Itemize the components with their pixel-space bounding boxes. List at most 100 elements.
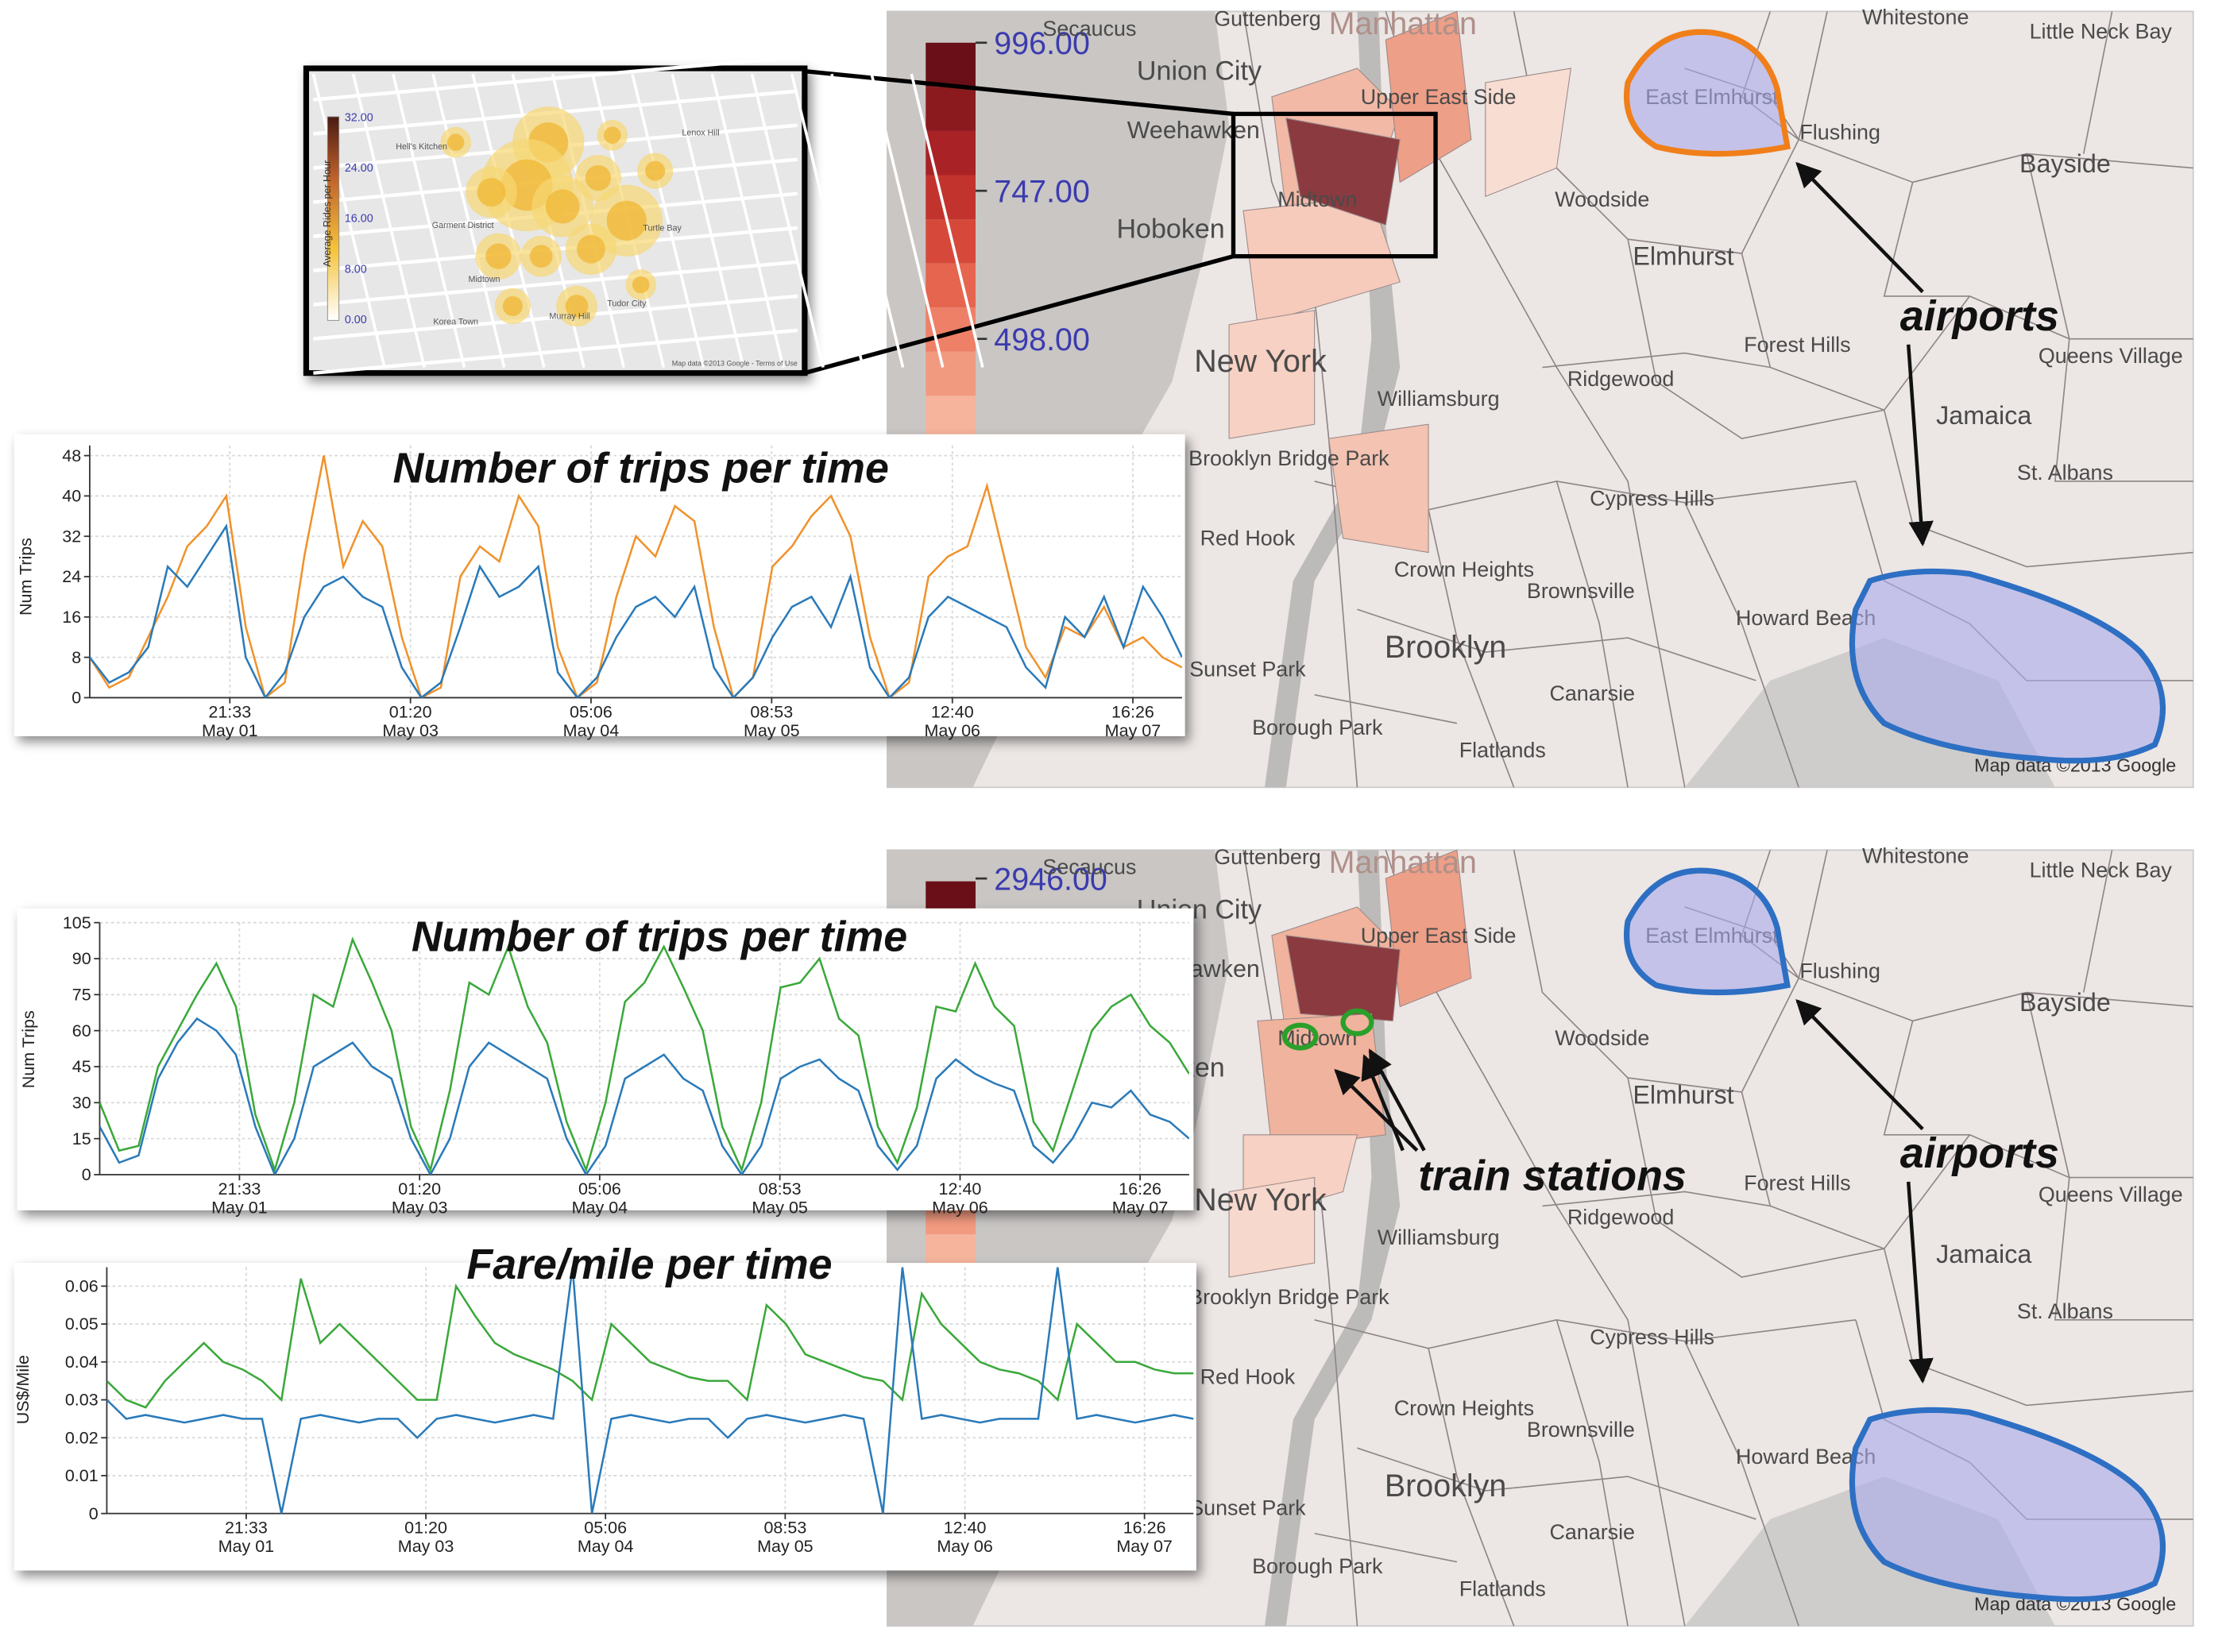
choropleth-region	[1385, 10, 1472, 183]
place-label: Manhattan	[1329, 845, 1477, 880]
heat-blob	[604, 126, 621, 145]
y-tick-label: 16	[62, 608, 81, 627]
data-line	[89, 523, 1182, 698]
x-tick-label: 08:53 May 05	[752, 1179, 808, 1218]
chart-title: Number of trips per time	[393, 445, 889, 492]
y-tick-label: 45	[72, 1057, 91, 1076]
street	[910, 73, 984, 368]
y-tick-label: 15	[72, 1129, 91, 1148]
choropleth-region	[1228, 1176, 1316, 1278]
street	[392, 73, 466, 368]
y-tick-label: 0.03	[65, 1391, 99, 1410]
inset-place: Midtown	[469, 275, 500, 284]
border	[1542, 1191, 1771, 1207]
y-tick-label: 105	[63, 913, 91, 932]
x-tick-label: 16:26 May 07	[1111, 1179, 1169, 1218]
inset-credit: Map data ©2013 Google - Terms of Use	[672, 360, 798, 368]
border	[1741, 1091, 1885, 1249]
legend-swatch	[926, 42, 976, 87]
legend-label: 498.00	[994, 322, 1090, 357]
y-tick-label: 8	[71, 648, 81, 667]
y-tick-label: 60	[72, 1021, 91, 1040]
inset-place: Tudor City	[607, 299, 647, 308]
place-label: Sunset Park	[1189, 658, 1306, 681]
place-label: Crown Heights	[1394, 558, 1534, 581]
border	[1314, 694, 1458, 724]
place-label: Brownsville	[1527, 579, 1635, 603]
street	[313, 260, 798, 307]
border	[1883, 410, 2193, 568]
inset-place: Garment District	[432, 221, 494, 230]
street	[671, 73, 745, 368]
border	[1627, 1077, 1970, 1278]
place-label: Guttenberg	[1214, 845, 1320, 869]
place-label: Weehawken	[1127, 117, 1260, 144]
chart: 0 15 30 45 60 75 90 105 Number of trips per time…	[17, 908, 1194, 1210]
place-label: Canarsie	[1549, 1520, 1635, 1544]
x-tick-label: 01:20 May 03	[382, 701, 439, 741]
y-tick-label: 30	[72, 1093, 91, 1112]
heat-blob	[529, 245, 553, 268]
place-label: Brooklyn	[1385, 630, 1506, 665]
data-line	[106, 1278, 1194, 1409]
place-label: Brownsville	[1527, 1418, 1635, 1442]
border	[1798, 138, 2193, 183]
x-tick-label: 01:20 May 03	[391, 1179, 448, 1218]
legend-swatch	[926, 396, 976, 440]
place-label: St. Albans	[2017, 1299, 2113, 1323]
place-label: Williamsburg	[1378, 1225, 1500, 1249]
y-tick-label: 0.06	[65, 1277, 99, 1296]
legend-label: 747.00	[994, 175, 1090, 210]
x-tick-label: 05:06 May 04	[571, 1179, 628, 1218]
legend-swatch	[926, 87, 976, 131]
place-label: Queens Village	[2039, 344, 2183, 368]
place-label: Cypress Hills	[1590, 1325, 1714, 1349]
y-tick-label: 0	[82, 1165, 91, 1184]
place-label: Flatlands	[1459, 739, 1546, 762]
choropleth-region	[1485, 68, 1571, 198]
annotation: airports	[1900, 292, 2059, 340]
chart-panel	[17, 908, 1194, 1210]
border	[1513, 850, 1828, 1093]
place-label: Bayside	[2019, 149, 2111, 178]
place-label: Elmhurst	[1633, 241, 1733, 270]
place-label: Red Hook	[1200, 1365, 1296, 1389]
inset-legend-title: Average Rides per Hour	[322, 160, 333, 267]
place-label: Red Hook	[1200, 527, 1296, 550]
street	[750, 73, 825, 368]
arrow	[1906, 344, 1934, 546]
data-line	[106, 1267, 1194, 1514]
place-label: New York	[1194, 1183, 1327, 1218]
choropleth-region	[1285, 118, 1401, 226]
place-label: Whitestone	[1862, 843, 1969, 867]
border	[1542, 352, 1771, 369]
border	[2082, 11, 2113, 154]
place-label: Brooklyn Bridge Park	[1188, 446, 1389, 470]
place-label: Sunset Park	[1189, 1496, 1306, 1519]
y-axis-label: Num Trips	[16, 538, 35, 616]
airport-outline	[1623, 29, 1791, 157]
heat-blob	[577, 234, 605, 264]
airport-outline	[1849, 568, 2166, 764]
inset-legend-label: 24.00	[345, 162, 373, 175]
place-label: Williamsburg	[1378, 387, 1500, 411]
inset-legend-label: 32.00	[345, 111, 373, 124]
y-tick-label: 0.02	[65, 1428, 99, 1447]
x-tick-label: 21:33 May 01	[202, 701, 258, 741]
x-tick-label: 12:40 May 06	[932, 1179, 988, 1218]
place-label: Manhattan	[1329, 6, 1477, 41]
chart: 0 0.01 0.02 0.03 0.04 0.05 0.06 Fare/mile per t…	[14, 1241, 1196, 1571]
heat-blob	[585, 164, 612, 191]
border	[1357, 608, 1756, 681]
train-station	[1340, 1008, 1374, 1036]
y-axis-label: US$/Mile	[14, 1355, 33, 1424]
border	[1883, 1249, 2193, 1407]
place-label: Whitestone	[1862, 5, 1969, 29]
chart: 0 8 16 24 32 40 48 Number of trips per time Num …	[14, 434, 1185, 736]
place-label: Brooklyn	[1385, 1469, 1506, 1503]
x-tick-label: 21:33 May 01	[211, 1179, 268, 1218]
place-label: Hoboken	[1116, 214, 1224, 244]
place-label: Ridgewood	[1567, 367, 1674, 391]
heat-blob	[565, 295, 589, 318]
